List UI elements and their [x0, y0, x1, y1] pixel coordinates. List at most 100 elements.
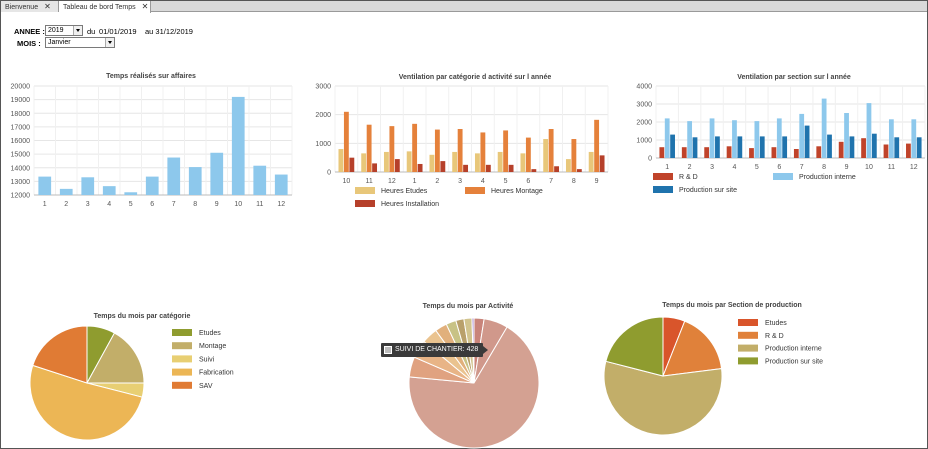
- bar: [349, 157, 355, 172]
- x-tick-label: 5: [755, 164, 759, 171]
- legend-swatch: [738, 357, 758, 365]
- tab-label: Tableau de bord Temps: [63, 4, 136, 11]
- x-tick-label: 3: [458, 178, 462, 185]
- bar: [754, 121, 760, 158]
- bar: [804, 125, 810, 158]
- y-tick-label: 19000: [11, 97, 31, 104]
- bar: [417, 163, 423, 172]
- close-icon[interactable]: ✕: [141, 2, 149, 11]
- pie-slice: [662, 320, 723, 377]
- x-tick-label: 8: [822, 164, 826, 171]
- mois-select-value: Janvier: [48, 39, 71, 46]
- x-tick-label: 6: [777, 164, 781, 171]
- bar: [911, 119, 917, 158]
- x-tick-label: 4: [107, 201, 111, 208]
- bar: [503, 130, 509, 172]
- legend-label: Production sur site: [765, 358, 823, 365]
- x-tick-label: 4: [733, 164, 737, 171]
- bar: [389, 126, 395, 172]
- bar: [372, 163, 378, 172]
- du-label: du: [87, 27, 96, 36]
- legend-swatch: [172, 329, 192, 336]
- x-tick-label: 11: [888, 164, 895, 171]
- legend-swatch: [172, 368, 192, 376]
- legend-label: SAV: [199, 383, 213, 390]
- bar: [543, 139, 549, 172]
- bar: [59, 188, 73, 195]
- x-tick-label: 2: [688, 164, 692, 171]
- x-tick-label: 6: [150, 201, 154, 208]
- legend-label: Heures Etudes: [381, 188, 428, 195]
- chart-title: Ventilation par section sur l année: [737, 74, 851, 81]
- bar: [888, 119, 894, 158]
- bar: [816, 146, 822, 158]
- bar: [102, 186, 116, 195]
- bar: [576, 169, 582, 172]
- annee-label: ANNEE :: [14, 27, 45, 36]
- close-icon[interactable]: ✕: [44, 2, 51, 11]
- legend-label: Heures Montage: [491, 188, 543, 195]
- bar: [338, 149, 344, 172]
- pie-slice: [408, 326, 540, 449]
- y-tick-label: 0: [648, 156, 652, 163]
- chart-title: Temps du mois par Section de production: [662, 302, 802, 309]
- bar: [452, 151, 458, 172]
- bar: [793, 149, 799, 158]
- bar: [687, 121, 693, 158]
- legend-swatch: [172, 355, 192, 363]
- bar: [737, 136, 743, 158]
- x-tick-label: 12: [910, 164, 918, 171]
- bar: [508, 164, 514, 172]
- x-tick-label: 3: [710, 164, 714, 171]
- bar: [906, 143, 911, 158]
- legend-swatch: [355, 200, 375, 207]
- x-tick-label: 6: [526, 178, 530, 185]
- bar: [480, 132, 486, 172]
- bar: [715, 136, 720, 158]
- y-tick-label: 3000: [315, 84, 331, 91]
- bar: [871, 133, 877, 158]
- legend-label: Etudes: [765, 320, 787, 327]
- y-tick-label: 2000: [315, 112, 331, 119]
- chevron-down-icon[interactable]: [73, 26, 82, 35]
- pie-slice: [32, 325, 88, 384]
- tab-label: Bienvenue: [5, 4, 39, 11]
- bar: [434, 129, 440, 172]
- bar: [726, 146, 732, 158]
- bar: [457, 129, 463, 172]
- bar: [670, 134, 675, 158]
- legend-swatch: [738, 319, 758, 326]
- x-tick-label: 9: [595, 178, 599, 185]
- annee-select[interactable]: 2019: [45, 25, 83, 36]
- bar: [594, 119, 600, 172]
- y-tick-label: 0: [327, 170, 331, 177]
- chevron-down-icon[interactable]: [105, 38, 114, 47]
- bar: [849, 136, 855, 158]
- bar: [821, 98, 827, 158]
- y-tick-label: 18000: [11, 111, 31, 118]
- pie-slice: [603, 360, 723, 436]
- bar: [412, 123, 418, 172]
- bar: [659, 147, 665, 158]
- x-tick-label: 3: [86, 201, 90, 208]
- bar: [664, 118, 670, 158]
- bar: [692, 137, 698, 158]
- bar: [844, 113, 849, 158]
- tab-tableau-de-bord-temps[interactable]: Tableau de bord Temps ✕: [59, 1, 151, 13]
- x-tick-label: 12: [388, 178, 396, 185]
- tab-bienvenue[interactable]: Bienvenue ✕: [1, 1, 59, 12]
- bar: [866, 103, 872, 158]
- y-tick-label: 1000: [636, 138, 652, 145]
- bar: [231, 96, 245, 195]
- bar: [565, 159, 571, 172]
- x-tick-label: 11: [256, 201, 263, 208]
- legend-swatch: [773, 173, 793, 180]
- bar: [429, 154, 435, 172]
- x-tick-label: 2: [64, 201, 68, 208]
- bar: [520, 153, 526, 172]
- mois-select[interactable]: Janvier: [45, 37, 115, 48]
